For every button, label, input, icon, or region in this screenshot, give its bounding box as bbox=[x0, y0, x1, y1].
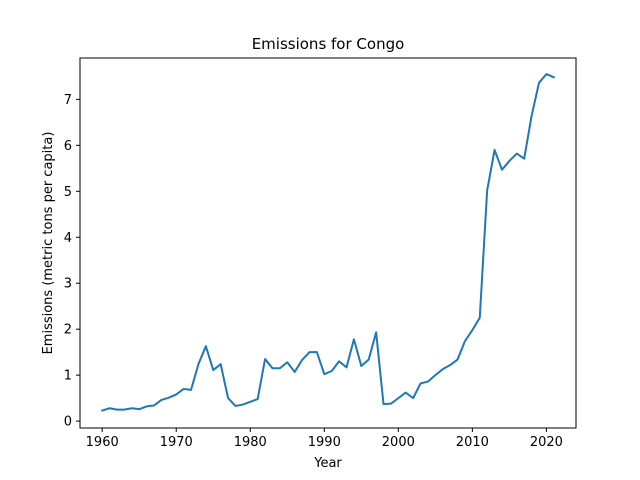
y-tick-label: 0 bbox=[64, 415, 72, 430]
axes-frame bbox=[79, 57, 577, 429]
y-tick-label: 2 bbox=[64, 323, 72, 338]
x-axis-label: Year bbox=[313, 456, 342, 471]
y-tick-label: 5 bbox=[64, 185, 72, 200]
x-tick-label: 2000 bbox=[382, 435, 415, 450]
y-axis-label: Emissions (metric tons per capita) bbox=[41, 132, 56, 355]
chart-title: Emissions for Congo bbox=[252, 35, 405, 53]
x-tick-label: 2010 bbox=[456, 435, 489, 450]
x-tick-label: 1990 bbox=[308, 435, 341, 450]
y-tick-label: 1 bbox=[64, 369, 72, 384]
x-tick-label: 1960 bbox=[86, 435, 119, 450]
y-tick-label: 6 bbox=[64, 139, 72, 154]
x-tick-label: 1980 bbox=[234, 435, 267, 450]
y-tick-label: 3 bbox=[64, 277, 72, 292]
y-tick-label: 7 bbox=[64, 93, 72, 108]
x-tick-label: 1970 bbox=[160, 435, 193, 450]
series-line bbox=[100, 73, 556, 412]
plot-area: 1960 1970 1980 1990 2000 2010 2020 0 1 2 3 4 5 6 7 bbox=[64, 73, 563, 450]
y-tick-label: 4 bbox=[64, 231, 72, 246]
x-tick-label: 2020 bbox=[530, 435, 563, 450]
